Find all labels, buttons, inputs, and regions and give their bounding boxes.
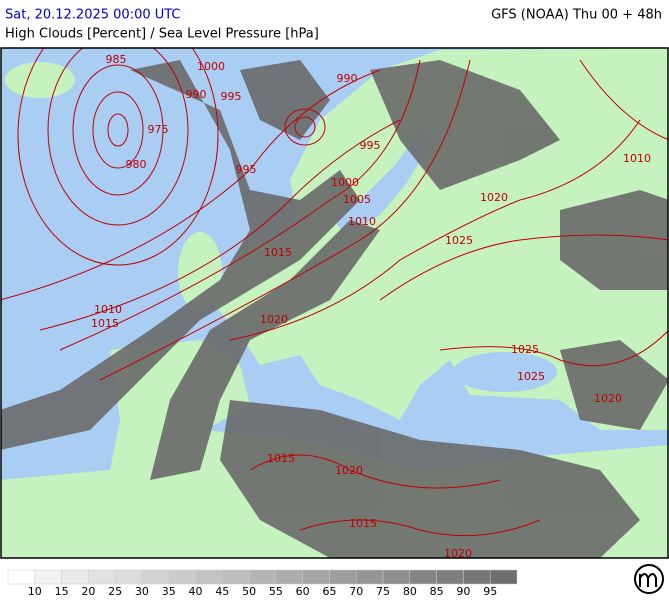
legend-label: 90 [456, 585, 470, 598]
isobar-label: 995 [236, 163, 257, 176]
legend-label: 70 [349, 585, 363, 598]
isobar-label: 1010 [623, 152, 651, 165]
legend-label: 20 [81, 585, 95, 598]
legend-label: 65 [322, 585, 336, 598]
isobar-label: 1015 [349, 517, 377, 530]
isobar-label: 1020 [260, 313, 288, 326]
isobar-label: 990 [337, 72, 358, 85]
legend-swatch [222, 569, 250, 585]
legend-swatch [168, 569, 196, 585]
legend-label: 45 [215, 585, 229, 598]
legend-label: 85 [430, 585, 444, 598]
legend-label: 15 [55, 585, 69, 598]
isobar-label: 1005 [343, 193, 371, 206]
subtitle: High Clouds [Percent] / Sea Level Pressu… [5, 27, 319, 42]
isobar-label: 1020 [335, 464, 363, 477]
map-frame [0, 47, 669, 559]
isobar-label: 1025 [511, 343, 539, 356]
legend-swatch [141, 569, 169, 585]
legend-swatch [329, 569, 357, 585]
legend-swatch [34, 569, 62, 585]
isobar-label: 1025 [517, 370, 545, 383]
legend-label: 60 [296, 585, 310, 598]
legend-swatch [463, 569, 491, 585]
legend-label: 30 [135, 585, 149, 598]
isobar-label: 1015 [264, 246, 292, 259]
isobar-label: 1015 [267, 452, 295, 465]
legend-swatch [88, 569, 116, 585]
datetime: Sat, 20.12.2025 00:00 UTC [5, 8, 181, 23]
isobar-label: 1010 [348, 215, 376, 228]
land [5, 62, 75, 98]
sea [330, 130, 430, 235]
isobar-label: 1015 [91, 317, 119, 330]
isobar-label: 995 [360, 139, 381, 152]
legend-swatch [248, 569, 277, 585]
isobar-label: 1010 [94, 303, 122, 316]
legend-swatch [61, 569, 89, 585]
legend-label: 40 [189, 585, 203, 598]
legend: 10 15 20 25 30 35 40 45 50 55 60 65 70 75 80 85 90 95 [7, 569, 518, 598]
legend-label: 50 [242, 585, 256, 598]
legend-label: 75 [376, 585, 390, 598]
logo [634, 564, 664, 594]
model-run: GFS (NOAA) Thu 00 + 48h [491, 8, 662, 23]
legend-swatch [356, 569, 384, 585]
legend-swatch [114, 569, 143, 585]
isobar-label: 990 [186, 88, 207, 101]
isobar-label: 1020 [594, 392, 622, 405]
isobars [1, 48, 668, 537]
clouds [1, 60, 668, 558]
legend-label: 25 [108, 585, 122, 598]
isobar-label: 975 [148, 123, 169, 136]
legend-swatch [302, 569, 330, 585]
isobar-label: 980 [126, 158, 147, 171]
isobar-label: 1025 [445, 234, 473, 247]
legend-label: 95 [483, 585, 497, 598]
legend-swatch [195, 569, 223, 585]
sea [453, 352, 557, 392]
isobar-label: 995 [221, 90, 242, 103]
isobar-label: 1000 [331, 176, 359, 189]
legend-swatch [382, 569, 411, 585]
legend-swatch [436, 569, 464, 585]
map: 985 1000 990 995 975 980 995 990 995 1000 1005 1010… [1, 48, 668, 560]
legend-label: 55 [269, 585, 283, 598]
legend-swatch [7, 569, 36, 585]
legend-swatch [275, 569, 303, 585]
legend-label: 10 [28, 585, 42, 598]
legend-swatch [489, 569, 518, 585]
isobar-label: 985 [106, 53, 127, 66]
isobar-label: 1020 [480, 191, 508, 204]
isobar-label: 1000 [197, 60, 225, 73]
legend-label: 35 [162, 585, 176, 598]
legend-swatch [409, 569, 437, 585]
legend-label: 80 [403, 585, 417, 598]
isobar-label: 1020 [444, 547, 472, 560]
